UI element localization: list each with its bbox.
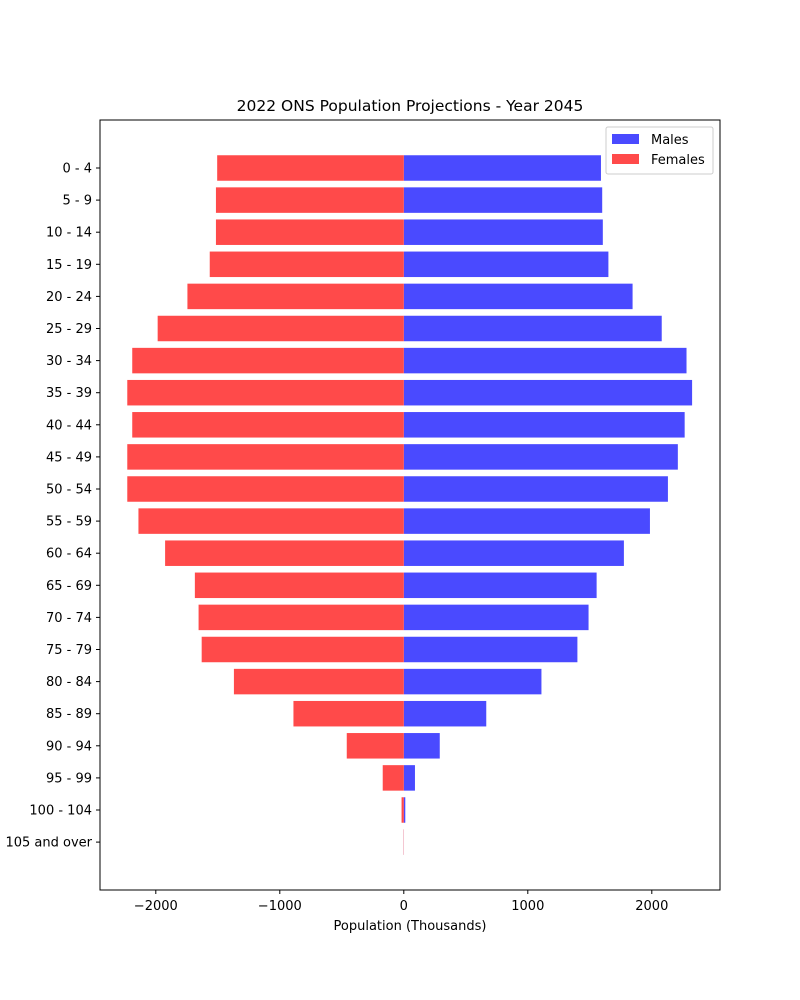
bar-males-8: [403, 412, 685, 438]
y-tick-label: 5 - 9: [63, 194, 93, 209]
bar-males-4: [403, 283, 633, 310]
x-tick-label: −2000: [134, 899, 178, 914]
y-tick-label: 20 - 24: [46, 290, 92, 305]
bar-females-13: [194, 572, 404, 599]
y-tick-label: 10 - 14: [46, 226, 92, 241]
y-tick-label: 25 - 29: [46, 322, 92, 337]
bar-females-11: [138, 508, 404, 534]
y-tick-label: 15 - 19: [46, 258, 92, 273]
bar-females-2: [215, 219, 404, 245]
x-tick-label: −1000: [258, 899, 302, 914]
bar-males-15: [403, 636, 578, 663]
y-tick-label: 35 - 39: [46, 386, 92, 401]
bar-males-17: [403, 700, 487, 727]
y-tick-label: 95 - 99: [46, 771, 92, 786]
bar-males-14: [403, 604, 589, 631]
bar-males-5: [403, 315, 662, 342]
legend-label-males: Males: [651, 133, 689, 148]
y-tick-label: 30 - 34: [46, 354, 92, 369]
y-tick-label: 100 - 104: [29, 804, 92, 819]
bar-males-11: [403, 508, 650, 534]
y-tick-label: 80 - 84: [46, 675, 92, 690]
bar-females-20: [401, 797, 404, 823]
bar-females-3: [209, 251, 404, 278]
bar-males-1: [403, 187, 603, 213]
bar-females-8: [132, 412, 404, 438]
x-tick-label: 2000: [635, 899, 668, 914]
plot-frame: [99, 119, 721, 891]
legend-swatch-males: [612, 134, 639, 144]
bar-females-1: [215, 187, 404, 213]
bar-males-18: [403, 733, 440, 759]
bar-females-6: [132, 347, 404, 374]
x-tick-label: 0: [400, 899, 408, 914]
bar-males-3: [403, 251, 609, 278]
bar-females-15: [201, 636, 404, 663]
bars-layer: [127, 155, 693, 855]
bar-females-5: [157, 315, 404, 342]
bar-males-10: [403, 476, 668, 502]
y-tick-label: 85 - 89: [46, 707, 92, 722]
bar-males-20: [403, 797, 406, 823]
y-tick-label: 40 - 44: [46, 418, 92, 433]
x-tick-label: 1000: [511, 899, 544, 914]
y-tick-label: 60 - 64: [46, 547, 92, 562]
y-axis: 0 - 4 5 - 9 10 - 14 15 - 19 20 - 24 25 - 29 30…: [5, 162, 100, 851]
y-tick-label: 50 - 54: [46, 483, 92, 498]
chart-title: 2022 ONS Population Projections - Year 2…: [237, 97, 584, 115]
y-tick-label: 0 - 4: [63, 162, 93, 177]
bar-females-9: [127, 444, 404, 470]
bar-males-7: [403, 379, 693, 406]
y-tick-label: 65 - 69: [46, 579, 92, 594]
bar-females-0: [217, 155, 404, 181]
bar-males-12: [403, 540, 624, 566]
bar-males-0: [403, 155, 601, 181]
bar-males-16: [403, 668, 542, 695]
y-tick-label: 45 - 49: [46, 450, 92, 465]
bar-females-16: [233, 668, 404, 695]
legend: Males Females: [605, 126, 714, 175]
x-axis: −2000 −1000 0 1000 2000: [134, 890, 668, 914]
legend-label-females: Females: [651, 153, 705, 168]
bar-females-7: [127, 379, 404, 406]
bar-females-17: [293, 700, 404, 727]
bar-males-19: [403, 765, 415, 791]
y-tick-label: 55 - 59: [46, 515, 92, 530]
bar-females-18: [346, 733, 404, 759]
y-tick-label: 105 and over: [5, 836, 92, 851]
bar-females-19: [382, 765, 404, 791]
x-axis-label: Population (Thousands): [334, 919, 487, 934]
bar-males-9: [403, 444, 678, 470]
y-tick-label: 90 - 94: [46, 739, 92, 754]
legend-swatch-females: [612, 154, 639, 164]
bar-females-14: [198, 604, 404, 631]
bar-males-6: [403, 347, 687, 374]
y-tick-label: 75 - 79: [46, 643, 92, 658]
bar-males-2: [403, 219, 603, 245]
bar-males-13: [403, 572, 597, 599]
y-tick-label: 70 - 74: [46, 611, 92, 626]
bar-females-4: [187, 283, 404, 310]
bar-females-12: [165, 540, 404, 566]
bar-females-10: [127, 476, 404, 502]
